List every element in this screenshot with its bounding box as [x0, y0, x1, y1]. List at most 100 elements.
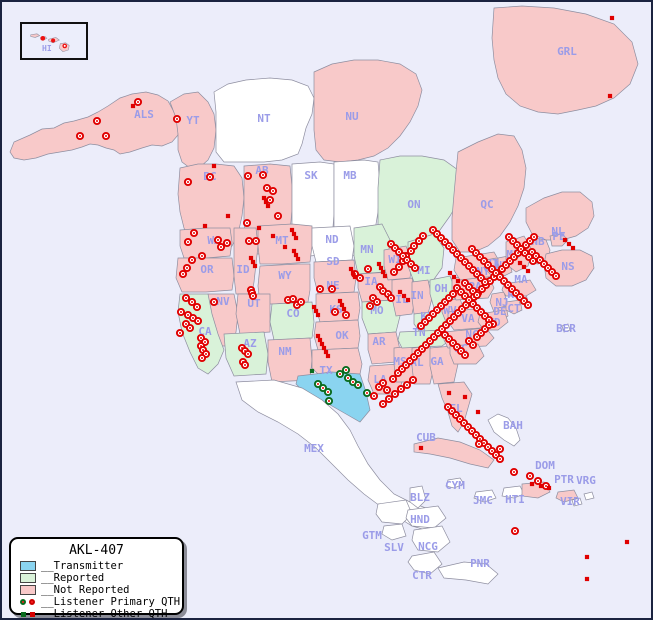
- listener-primary-qth-marker[interactable]: [394, 262, 404, 272]
- listener-primary-qth-marker[interactable]: [409, 241, 419, 251]
- region-ctr[interactable]: Costa Rica: [407, 551, 443, 575]
- listener-other-qth-marker[interactable]: [397, 289, 403, 295]
- listener-primary-qth-marker[interactable]: [353, 380, 363, 390]
- listener-other-qth-marker[interactable]: [352, 274, 358, 280]
- listener-primary-qth-marker[interactable]: [222, 238, 232, 248]
- region-vrg[interactable]: Virgin Islands (Br): [583, 491, 595, 501]
- region-yt[interactable]: Yukon: [169, 91, 217, 169]
- listener-other-qth-marker[interactable]: [315, 333, 321, 339]
- listener-primary-qth-marker[interactable]: [187, 297, 197, 307]
- region-grl[interactable]: Greenland: [491, 5, 639, 115]
- listener-other-qth-marker[interactable]: [315, 312, 321, 318]
- listener-primary-qth-marker[interactable]: [213, 235, 223, 245]
- listener-other-qth-marker[interactable]: [291, 248, 297, 254]
- listener-primary-qth-marker[interactable]: [197, 251, 207, 261]
- listener-other-qth-marker[interactable]: [378, 265, 384, 271]
- listener-primary-qth-marker[interactable]: [265, 195, 275, 205]
- listener-primary-qth-marker[interactable]: [343, 373, 353, 383]
- listener-primary-qth-marker[interactable]: [187, 255, 197, 265]
- listener-primary-qth-marker[interactable]: [390, 389, 400, 399]
- listener-other-qth-marker[interactable]: [584, 576, 590, 582]
- listener-other-qth-marker[interactable]: [250, 259, 256, 265]
- listener-primary-qth-marker[interactable]: [504, 232, 514, 242]
- listener-other-qth-marker[interactable]: [546, 485, 552, 491]
- listener-primary-qth-marker[interactable]: [418, 231, 428, 241]
- listener-primary-qth-marker[interactable]: [288, 294, 298, 304]
- listener-primary-qth-marker[interactable]: [468, 340, 478, 350]
- listener-primary-qth-marker[interactable]: [181, 293, 191, 303]
- listener-primary-qth-marker[interactable]: [528, 256, 538, 266]
- listener-primary-qth-marker[interactable]: [551, 271, 561, 281]
- listener-primary-qth-marker[interactable]: [382, 385, 392, 395]
- listener-other-qth-marker[interactable]: [475, 409, 481, 415]
- listener-primary-qth-marker[interactable]: [240, 360, 250, 370]
- listener-other-qth-marker[interactable]: [376, 261, 382, 267]
- listener-other-qth-marker[interactable]: [317, 337, 323, 343]
- listener-other-qth-marker[interactable]: [529, 481, 535, 487]
- listener-other-qth-marker[interactable]: [337, 298, 343, 304]
- listener-primary-qth-marker[interactable]: [341, 365, 351, 375]
- region-cym[interactable]: Cayman Islands: [445, 477, 465, 489]
- listener-primary-qth-marker[interactable]: [416, 321, 426, 331]
- listener-primary-qth-marker[interactable]: [262, 183, 272, 193]
- listener-other-qth-marker[interactable]: [291, 231, 297, 237]
- listener-primary-qth-marker[interactable]: [533, 476, 543, 486]
- listener-primary-qth-marker[interactable]: [183, 177, 193, 187]
- listener-primary-qth-marker[interactable]: [445, 316, 455, 326]
- listener-primary-qth-marker[interactable]: [378, 378, 388, 388]
- listener-primary-qth-marker[interactable]: [327, 284, 337, 294]
- listener-primary-qth-marker[interactable]: [244, 236, 254, 246]
- listener-primary-qth-marker[interactable]: [183, 237, 193, 247]
- listener-primary-qth-marker[interactable]: [472, 290, 482, 300]
- listener-primary-qth-marker[interactable]: [330, 307, 340, 317]
- listener-primary-qth-marker[interactable]: [216, 242, 226, 252]
- listener-primary-qth-marker[interactable]: [448, 289, 458, 299]
- listener-primary-qth-marker[interactable]: [414, 236, 424, 246]
- listener-primary-qth-marker[interactable]: [369, 391, 379, 401]
- region-co[interactable]: Colorado: [269, 301, 315, 341]
- listener-primary-qth-marker[interactable]: [323, 387, 333, 397]
- listener-primary-qth-marker[interactable]: [464, 261, 474, 271]
- listener-other-qth-marker[interactable]: [341, 306, 347, 312]
- listener-other-qth-marker[interactable]: [323, 349, 329, 355]
- listener-other-qth-marker[interactable]: [293, 235, 299, 241]
- listener-primary-qth-marker[interactable]: [468, 299, 478, 309]
- listener-primary-qth-marker[interactable]: [472, 332, 482, 342]
- listener-primary-qth-marker[interactable]: [185, 323, 195, 333]
- listener-primary-qth-marker[interactable]: [362, 388, 372, 398]
- listener-other-qth-marker[interactable]: [447, 270, 453, 276]
- listener-other-qth-marker[interactable]: [525, 268, 531, 274]
- listener-primary-qth-marker[interactable]: [248, 291, 258, 301]
- region-nu[interactable]: Nunavut: [313, 59, 423, 163]
- region-ber[interactable]: Bermuda: [561, 323, 571, 333]
- region-ct[interactable]: Connecticut: [505, 299, 523, 315]
- listener-primary-qth-marker[interactable]: [313, 379, 323, 389]
- listener-other-qth-marker[interactable]: [517, 260, 523, 266]
- listener-primary-qth-marker[interactable]: [296, 297, 306, 307]
- listener-other-qth-marker[interactable]: [607, 93, 613, 99]
- region-nt[interactable]: Northwest Territories: [213, 77, 315, 163]
- listener-primary-qth-marker[interactable]: [273, 211, 283, 221]
- listener-other-qth-marker[interactable]: [566, 241, 572, 247]
- listener-primary-qth-marker[interactable]: [408, 375, 418, 385]
- listener-primary-qth-marker[interactable]: [417, 344, 427, 354]
- listener-other-qth-marker[interactable]: [289, 227, 295, 233]
- listener-primary-qth-marker[interactable]: [410, 263, 420, 273]
- listener-other-qth-marker[interactable]: [309, 368, 315, 374]
- listener-primary-qth-marker[interactable]: [495, 454, 505, 464]
- listener-primary-qth-marker[interactable]: [318, 383, 328, 393]
- listener-other-qth-marker[interactable]: [313, 308, 319, 314]
- region-vir[interactable]: Virgin Islands (US): [571, 497, 583, 507]
- listener-other-qth-marker[interactable]: [256, 225, 262, 231]
- listener-other-qth-marker[interactable]: [562, 237, 568, 243]
- listener-primary-qth-marker[interactable]: [209, 297, 219, 307]
- listener-primary-qth-marker[interactable]: [197, 353, 207, 363]
- listener-other-qth-marker[interactable]: [265, 203, 271, 209]
- listener-primary-qth-marker[interactable]: [405, 356, 415, 366]
- listener-primary-qth-marker[interactable]: [378, 399, 388, 409]
- listener-other-qth-marker[interactable]: [418, 445, 424, 451]
- region-qc[interactable]: Quebec: [451, 133, 527, 253]
- listener-primary-qth-marker[interactable]: [529, 232, 539, 242]
- listener-other-qth-marker[interactable]: [401, 293, 407, 299]
- listener-primary-qth-marker[interactable]: [396, 384, 406, 394]
